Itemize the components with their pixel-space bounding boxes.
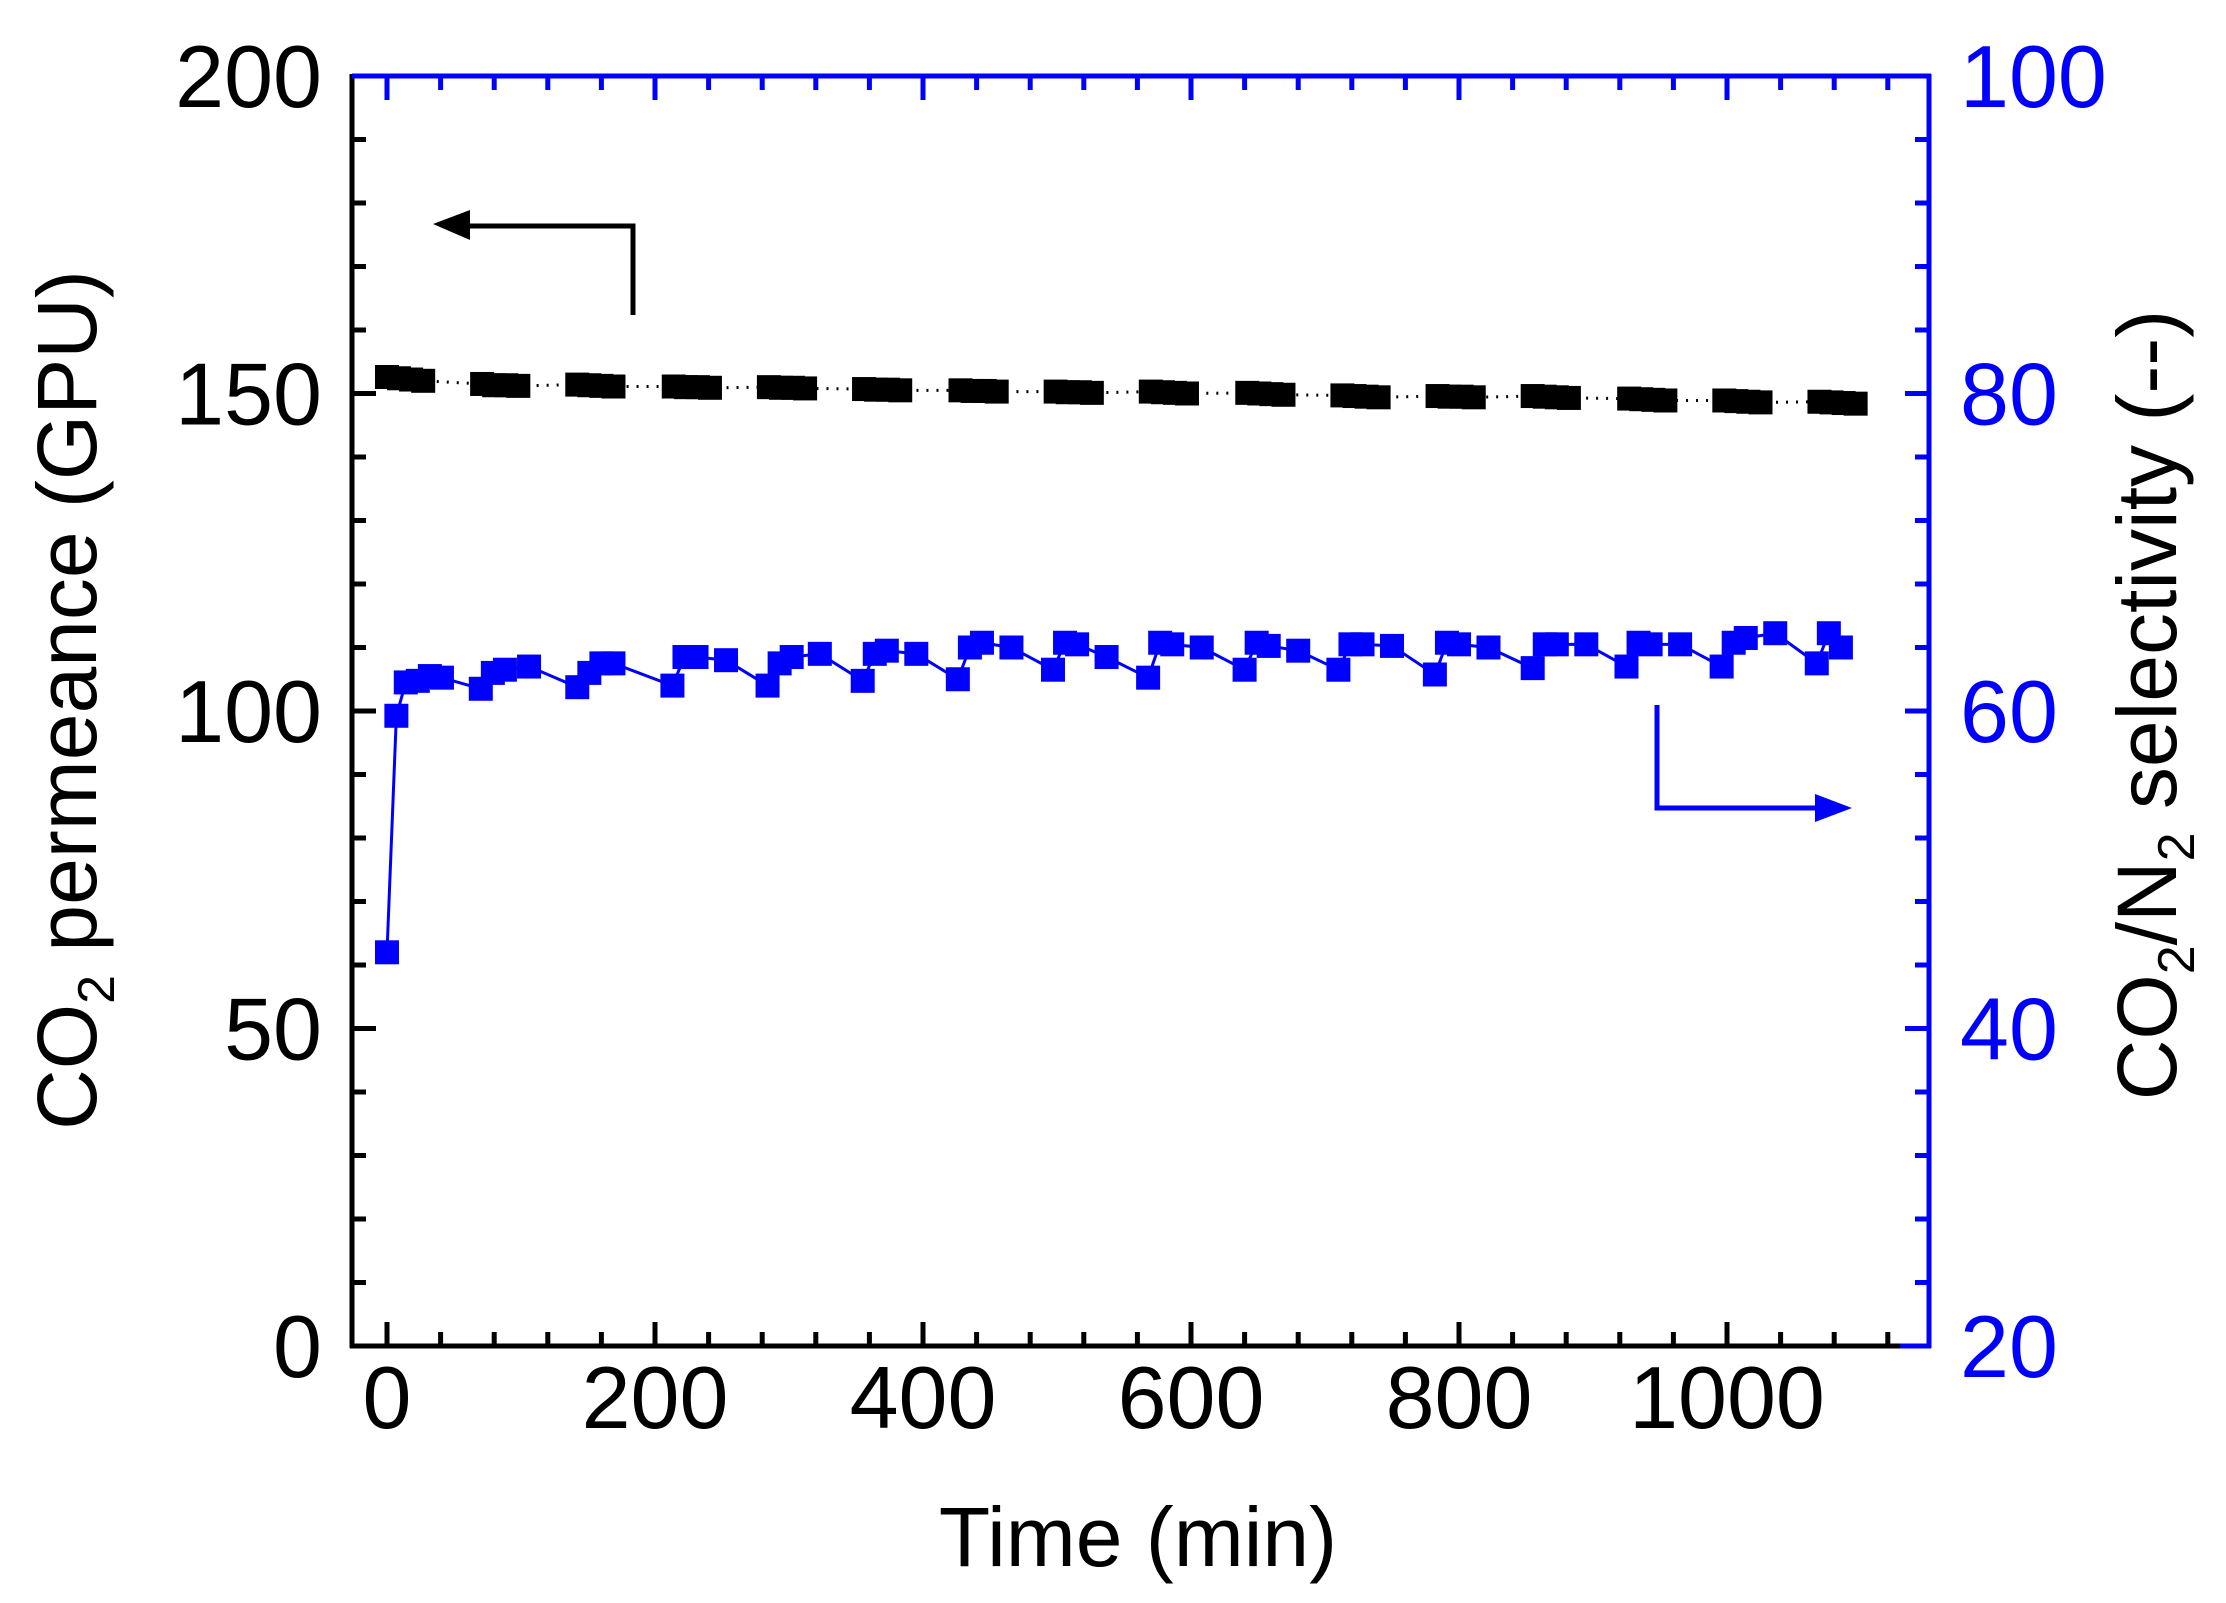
data-point-marker bbox=[684, 645, 709, 670]
data-point-marker bbox=[1556, 385, 1581, 410]
data-point-marker bbox=[429, 665, 454, 690]
y2-tick-labels: 20 40 60 80 100 bbox=[1960, 27, 2107, 1396]
data-point-marker bbox=[1843, 391, 1868, 416]
data-point-marker bbox=[888, 378, 913, 403]
data-point-marker bbox=[1574, 632, 1599, 657]
data-point-marker bbox=[1733, 625, 1758, 650]
data-point-marker bbox=[793, 376, 818, 401]
data-point-marker bbox=[807, 641, 832, 666]
data-point-marker bbox=[1709, 654, 1734, 679]
top-axis-ticks bbox=[384, 76, 1891, 100]
data-point-marker bbox=[601, 374, 626, 399]
data-point-marker bbox=[1286, 638, 1311, 663]
y-tick-labels: 0 50 100 150 200 bbox=[175, 27, 322, 1396]
y-tick-label: 150 bbox=[175, 345, 322, 444]
data-point-marker bbox=[945, 667, 970, 692]
data-point-marker bbox=[779, 645, 804, 670]
data-point-marker bbox=[850, 668, 875, 693]
x-tick-label: 1000 bbox=[1629, 1348, 1825, 1447]
data-point-marker bbox=[1366, 385, 1391, 410]
x-tick-label: 200 bbox=[582, 1348, 729, 1447]
data-point-marker bbox=[1350, 632, 1375, 657]
data-point-marker bbox=[1326, 657, 1351, 682]
data-point-marker bbox=[1763, 621, 1788, 646]
data-point-marker bbox=[1447, 632, 1471, 657]
data-point-marker bbox=[999, 635, 1024, 660]
left-axis-arrow-icon bbox=[433, 210, 636, 315]
y-tick-label: 200 bbox=[175, 27, 322, 126]
data-point-marker bbox=[1079, 380, 1104, 405]
y-axis-title: CO2 permeance (GPU) bbox=[20, 270, 126, 1130]
y-tick-label: 100 bbox=[175, 662, 322, 761]
data-point-marker bbox=[874, 638, 899, 663]
data-point-marker bbox=[697, 375, 722, 400]
data-point-marker bbox=[1804, 651, 1829, 676]
data-point-marker bbox=[506, 373, 531, 398]
y2-axis-title: CO2/N2 selectivity (--) bbox=[2100, 310, 2206, 1101]
data-point-marker bbox=[984, 379, 1009, 404]
data-point-marker bbox=[1232, 657, 1257, 682]
data-point-marker bbox=[375, 940, 399, 965]
data-point-marker bbox=[755, 673, 780, 698]
y2-tick-label: 60 bbox=[1960, 662, 2058, 761]
data-point-marker bbox=[1256, 633, 1281, 658]
x-axis-title: Time (min) bbox=[939, 1490, 1337, 1584]
data-point-marker bbox=[1748, 390, 1773, 415]
data-point-marker bbox=[1520, 656, 1545, 681]
x-tick-label: 400 bbox=[850, 1348, 997, 1447]
data-point-marker bbox=[1380, 633, 1404, 658]
y2-tick-label: 80 bbox=[1960, 345, 2058, 444]
data-point-marker bbox=[1653, 388, 1678, 413]
data-point-marker bbox=[1065, 632, 1090, 657]
y-tick-label: 0 bbox=[273, 1297, 322, 1396]
series-selectivity bbox=[375, 621, 1853, 965]
data-point-marker bbox=[660, 673, 685, 698]
right-axis-ticks bbox=[1905, 73, 1929, 1349]
right-axis-arrow-icon bbox=[1654, 705, 1852, 822]
data-point-marker bbox=[1476, 635, 1501, 660]
data-point-marker bbox=[969, 630, 994, 655]
data-point-marker bbox=[384, 703, 409, 728]
data-point-marker bbox=[1422, 662, 1447, 687]
data-point-marker bbox=[904, 641, 929, 666]
data-point-marker bbox=[1094, 645, 1119, 670]
data-point-marker bbox=[1160, 632, 1185, 657]
y2-tick-label: 40 bbox=[1960, 980, 2058, 1079]
left-axis-ticks bbox=[352, 73, 376, 1349]
data-point-marker bbox=[1544, 632, 1569, 657]
y2-tick-label: 20 bbox=[1960, 1297, 2058, 1396]
x-tick-label: 800 bbox=[1386, 1348, 1533, 1447]
data-point-marker bbox=[714, 648, 739, 673]
data-point-marker bbox=[601, 651, 626, 676]
data-point-marker bbox=[492, 657, 517, 682]
data-point-marker bbox=[1040, 657, 1065, 682]
x-tick-label: 0 bbox=[363, 1348, 412, 1447]
data-point-marker bbox=[1668, 632, 1693, 657]
x-tick-label: 600 bbox=[1118, 1348, 1265, 1447]
data-point-marker bbox=[1271, 382, 1296, 407]
data-point-marker bbox=[1174, 381, 1199, 406]
y-tick-label: 50 bbox=[224, 980, 322, 1079]
data-point-marker bbox=[1461, 385, 1486, 410]
x-tick-labels: 0 200 400 600 800 1000 bbox=[363, 1348, 1825, 1447]
data-point-marker bbox=[1136, 665, 1161, 690]
data-point-marker bbox=[1614, 654, 1639, 679]
data-point-marker bbox=[517, 654, 542, 679]
data-point-marker bbox=[1189, 635, 1214, 660]
data-point-marker bbox=[1828, 635, 1853, 660]
data-point-marker bbox=[1638, 632, 1663, 657]
x-axis-ticks bbox=[384, 1322, 1891, 1346]
y2-tick-label: 100 bbox=[1960, 27, 2107, 126]
series-co2-permeance bbox=[375, 364, 1868, 416]
data-point-marker bbox=[411, 368, 436, 393]
